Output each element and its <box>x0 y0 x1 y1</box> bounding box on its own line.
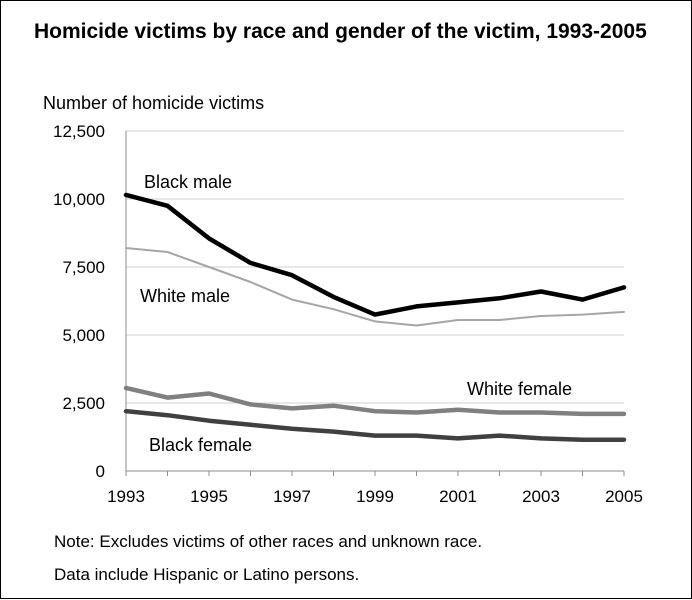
x-tick-label: 1993 <box>107 487 145 506</box>
series-label-black-male: Black male <box>144 172 232 192</box>
series-line-black-male <box>123 192 627 317</box>
series-line-black-female <box>123 408 627 442</box>
note-line-1: Note: Excludes victims of other races an… <box>54 532 483 551</box>
x-tick-label: 1999 <box>356 487 394 506</box>
y-tick-label: 2,500 <box>62 394 105 413</box>
series-line-white-male <box>125 247 625 327</box>
series-label-black-female: Black female <box>149 435 252 455</box>
x-tick-label: 1997 <box>273 487 311 506</box>
series-label-white-female: White female <box>467 379 572 399</box>
y-tick-label: 7,500 <box>62 258 105 277</box>
series-line-white-female <box>123 385 627 417</box>
y-axis-label: Number of homicide victims <box>43 93 265 113</box>
series-label-white-male: White male <box>140 286 230 306</box>
note-line-2: Data include Hispanic or Latino persons. <box>54 565 360 584</box>
y-tick-label: 10,000 <box>53 190 105 209</box>
y-tick-label: 12,500 <box>53 122 105 141</box>
x-tick-label: 1995 <box>190 487 228 506</box>
x-tick-label: 2003 <box>522 487 560 506</box>
x-tick-label: 2005 <box>605 487 643 506</box>
y-tick-label: 5,000 <box>62 326 105 345</box>
y-tick-label: 0 <box>96 462 105 481</box>
chart-title: Homicide victims by race and gender of t… <box>34 20 647 43</box>
x-tick-label: 2001 <box>439 487 477 506</box>
